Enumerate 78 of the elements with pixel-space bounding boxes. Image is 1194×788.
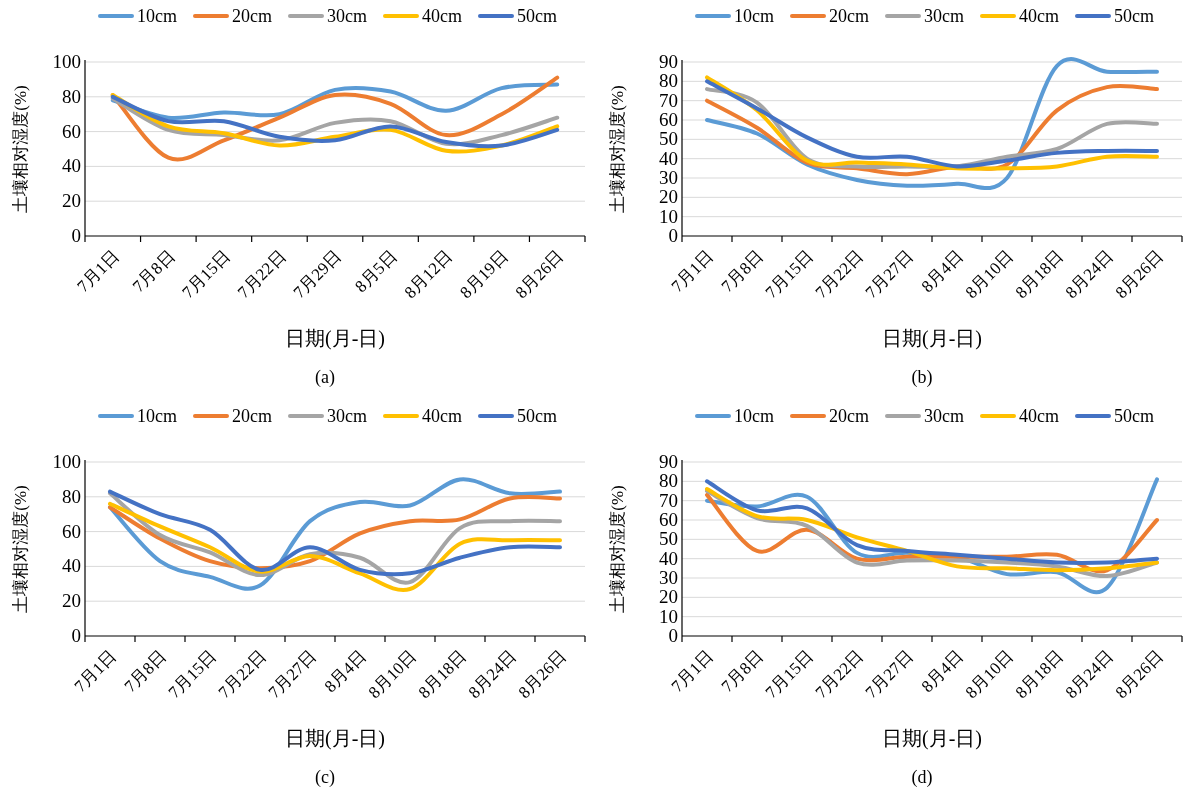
y-tick-label: 50 bbox=[659, 128, 678, 150]
y-tick-label: 80 bbox=[659, 470, 678, 492]
y-tick-label: 60 bbox=[659, 509, 678, 530]
y-tick-label: 60 bbox=[62, 520, 81, 542]
y-tick-label: 40 bbox=[62, 555, 81, 577]
x-tick-label: 7月1日 bbox=[73, 246, 123, 297]
y-tick-label: 90 bbox=[659, 451, 678, 472]
legend-label: 50cm bbox=[517, 6, 557, 26]
y-tick-label: 40 bbox=[659, 147, 678, 169]
legend-label: 10cm bbox=[137, 6, 177, 26]
y-tick-label: 70 bbox=[659, 89, 678, 111]
legend-label: 50cm bbox=[1114, 406, 1154, 426]
x-tick-label: 8月26日 bbox=[511, 246, 568, 303]
legend-label: 10cm bbox=[734, 406, 774, 426]
text: (c) bbox=[315, 767, 335, 788]
y-axis-title: 土壤相对湿度(%) bbox=[608, 485, 627, 613]
x-tick-label: 7月1日 bbox=[667, 646, 718, 697]
y-tick-label: 0 bbox=[71, 225, 81, 246]
legend-label: 40cm bbox=[422, 6, 462, 26]
text: (a) bbox=[315, 367, 335, 388]
y-tick-label: 50 bbox=[659, 528, 678, 550]
y-tick-label: 90 bbox=[659, 51, 678, 72]
y-tick-label: 80 bbox=[62, 85, 81, 107]
text: (b) bbox=[911, 367, 933, 388]
legend-label: 30cm bbox=[327, 6, 367, 26]
y-tick-label: 30 bbox=[659, 567, 678, 588]
x-axis-title: 日期(月-日) bbox=[882, 727, 982, 750]
y-tick-label: 20 bbox=[62, 590, 81, 612]
legend-label: 20cm bbox=[829, 406, 869, 426]
x-axis-title: 日期(月-日) bbox=[285, 727, 385, 750]
legend-label: 20cm bbox=[829, 6, 869, 26]
y-tick-label: 80 bbox=[62, 485, 81, 507]
y-tick-label: 60 bbox=[659, 109, 678, 130]
y-tick-label: 20 bbox=[659, 586, 678, 608]
y-tick-label: 100 bbox=[52, 451, 81, 472]
legend-label: 30cm bbox=[924, 6, 964, 26]
y-tick-label: 60 bbox=[62, 120, 81, 142]
x-tick-label: 7月15日 bbox=[178, 246, 234, 303]
y-axis-title: 土壤相对湿度(%) bbox=[608, 85, 627, 213]
x-axis-title: 日期(月-日) bbox=[285, 327, 385, 350]
y-axis-title: 土壤相对湿度(%) bbox=[11, 485, 30, 613]
x-tick-label: 7月8日 bbox=[128, 246, 179, 297]
legend-label: 20cm bbox=[232, 406, 272, 426]
legend-label: 10cm bbox=[734, 6, 774, 26]
x-tick-label: 8月12日 bbox=[400, 246, 457, 303]
y-tick-label: 10 bbox=[659, 205, 678, 227]
legend-label: 40cm bbox=[422, 406, 462, 426]
y-tick-label: 70 bbox=[659, 489, 678, 511]
x-tick-label: 8月5日 bbox=[351, 246, 401, 297]
legend-label: 40cm bbox=[1019, 6, 1059, 26]
y-tick-label: 30 bbox=[659, 167, 678, 188]
x-tick-label: 8月19日 bbox=[456, 246, 512, 303]
y-tick-label: 0 bbox=[71, 625, 81, 646]
y-tick-label: 40 bbox=[62, 155, 81, 177]
text: (d) bbox=[911, 767, 933, 788]
legend-label: 30cm bbox=[327, 406, 367, 426]
y-axis-title: 土壤相对湿度(%) bbox=[11, 85, 30, 213]
y-tick-label: 20 bbox=[659, 186, 678, 208]
y-tick-label: 10 bbox=[659, 605, 678, 627]
x-axis-title: 日期(月-日) bbox=[882, 327, 982, 350]
x-tick-label: 7月1日 bbox=[667, 246, 718, 297]
legend-label: 40cm bbox=[1019, 406, 1059, 426]
y-tick-label: 100 bbox=[52, 51, 81, 72]
x-tick-label: 7月22日 bbox=[233, 246, 290, 303]
y-tick-label: 0 bbox=[668, 225, 678, 246]
x-tick-label: 7月29日 bbox=[289, 246, 346, 303]
line-series bbox=[705, 479, 1159, 566]
legend-label: 10cm bbox=[137, 406, 177, 426]
y-tick-label: 40 bbox=[659, 547, 678, 569]
y-tick-label: 80 bbox=[659, 70, 678, 92]
legend-label: 50cm bbox=[517, 406, 557, 426]
line-series bbox=[108, 501, 562, 592]
legend-label: 50cm bbox=[1114, 6, 1154, 26]
legend-label: 30cm bbox=[924, 406, 964, 426]
legend-label: 20cm bbox=[232, 6, 272, 26]
y-tick-label: 20 bbox=[62, 190, 81, 212]
y-tick-label: 0 bbox=[668, 625, 678, 646]
x-tick-label: 7月1日 bbox=[70, 646, 121, 697]
